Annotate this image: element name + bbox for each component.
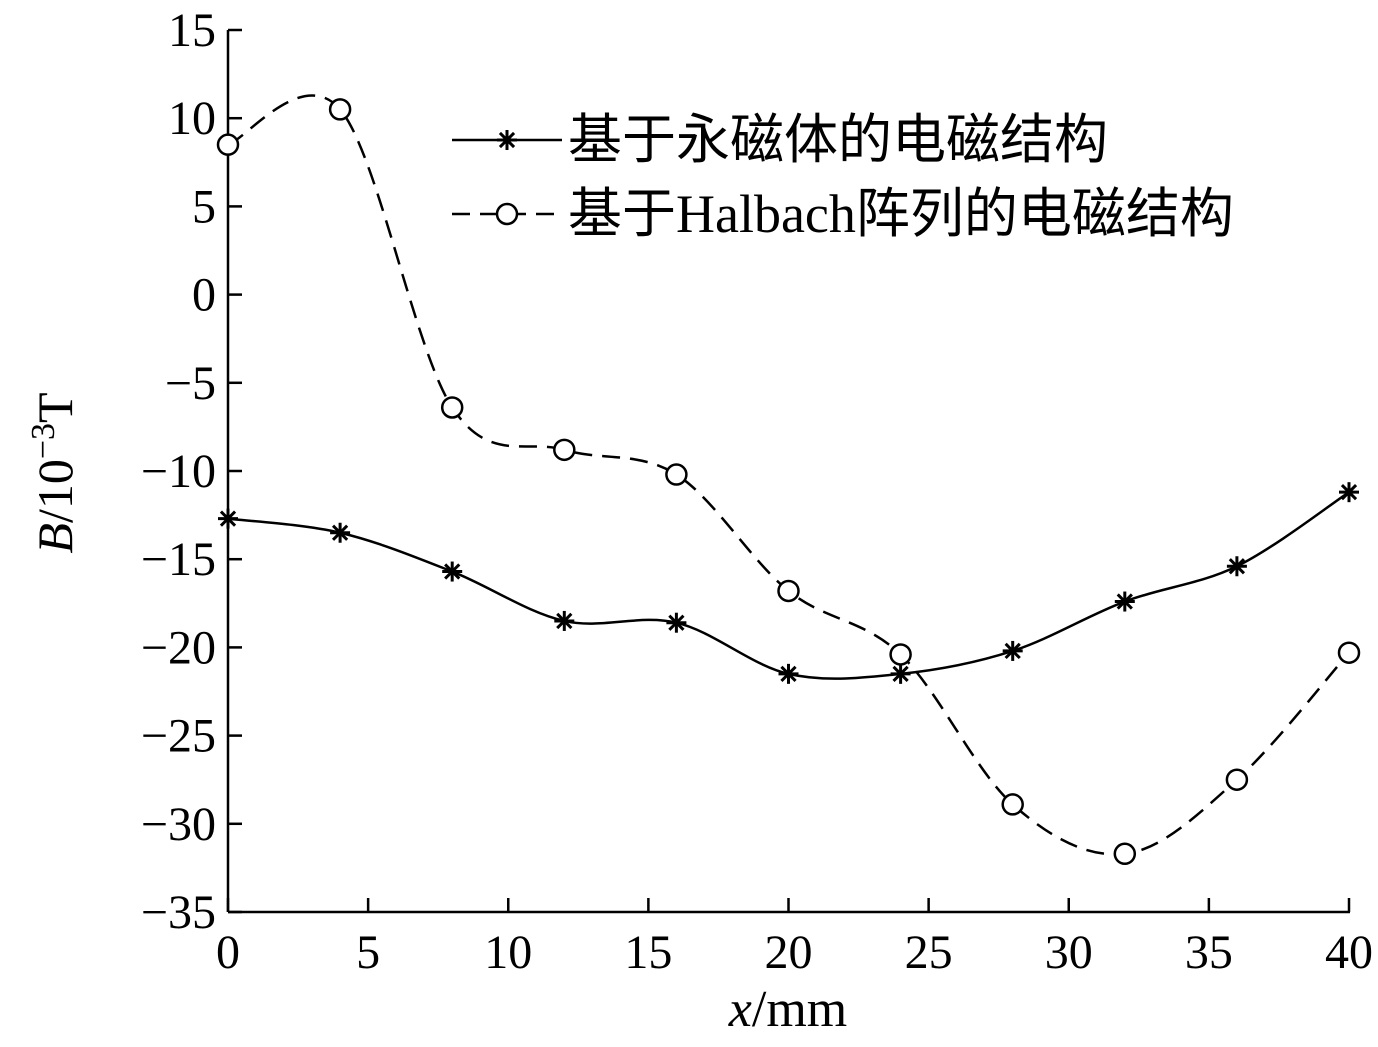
data-point-circle (665, 463, 688, 486)
asterisk-stroke (668, 614, 685, 631)
y-tick-label: −10 (141, 445, 216, 498)
asterisk-stroke (1228, 558, 1246, 575)
legend-label: 基于Halbach阵列的电磁结构 (568, 184, 1234, 244)
data-point-asterisk (1114, 591, 1135, 612)
asterisk-stroke (219, 510, 237, 527)
data-point-asterisk (554, 610, 575, 631)
data-point-asterisk (1002, 640, 1023, 661)
legend-label: 基于永磁体的电磁结构 (568, 110, 1108, 170)
x-axis-unit: /mm (752, 981, 847, 1038)
x-tick-label: 40 (1325, 926, 1373, 979)
x-axis-var: x (728, 981, 752, 1038)
data-point-asterisk (218, 508, 238, 529)
data-point-circle (1225, 768, 1249, 791)
axis-labels: x/mm B/10−3T (25, 392, 847, 1038)
asterisk-stroke (892, 665, 909, 682)
x-tick-label: 25 (905, 926, 953, 979)
data-point-asterisk (890, 663, 911, 684)
data-point-asterisk (666, 612, 687, 633)
y-tick-label: 5 (192, 180, 216, 233)
x-tick-label: 30 (1045, 926, 1093, 979)
y-tick-label: 15 (168, 4, 216, 57)
y-axis-unit2: T (27, 392, 83, 423)
data-point-asterisk (1339, 482, 1359, 503)
y-tick-label: 0 (192, 269, 216, 322)
data-point-asterisk (1226, 556, 1247, 577)
data-point-circle (440, 396, 464, 419)
y-axis-exponent: −3 (25, 423, 62, 459)
y-tick-label: −20 (141, 621, 216, 674)
data-point-circle (1337, 641, 1361, 664)
asterisk-stroke (780, 665, 797, 682)
y-tick-label: −25 (141, 710, 216, 763)
asterisk-stroke (1340, 484, 1358, 501)
y-axis-unit: /10 (27, 459, 83, 523)
data-point-circle (553, 438, 576, 462)
legend-marker (495, 202, 519, 226)
y-axis-label: B/10−3T (25, 392, 83, 553)
y-tick-label: −35 (141, 886, 216, 939)
series-1 (218, 482, 1359, 684)
y-tick-label: 10 (168, 92, 216, 145)
legend-marker (497, 130, 517, 150)
data-point-circle (777, 579, 800, 603)
x-axis-label: x/mm (728, 981, 847, 1038)
y-tick-label: −5 (165, 357, 216, 410)
asterisk-stroke (444, 563, 461, 580)
asterisk-stroke (1116, 593, 1133, 610)
plot-area (216, 94, 1361, 866)
legend-item-2: 基于Halbach阵列的电磁结构 (452, 184, 1234, 244)
legend-item-1: 基于永磁体的电磁结构 (452, 110, 1108, 170)
asterisk-stroke (331, 524, 349, 541)
y-axis-var: B (27, 523, 83, 554)
x-tick-label: 35 (1185, 926, 1233, 979)
data-point-asterisk (778, 663, 799, 684)
data-point-circle (1113, 842, 1137, 866)
data-point-circle (889, 643, 912, 666)
y-tick-label: −15 (141, 533, 216, 586)
asterisk-stroke (1004, 642, 1021, 660)
x-tick-label: 5 (356, 926, 380, 979)
data-point-circle (216, 133, 240, 156)
y-tick-label: −30 (141, 798, 216, 851)
x-tick-label: 0 (216, 926, 240, 979)
data-point-asterisk (330, 522, 351, 543)
series-2 (216, 94, 1361, 866)
data-point-circle (328, 98, 352, 121)
x-tick-label: 10 (484, 926, 532, 979)
series-line (227, 94, 1350, 856)
data-point-asterisk (442, 561, 463, 582)
asterisk-stroke (556, 612, 573, 630)
data-point-circle (1001, 793, 1024, 816)
x-tick-label: 15 (624, 926, 672, 979)
x-tick-label: 20 (765, 926, 813, 979)
asterisk-stroke (498, 131, 516, 149)
